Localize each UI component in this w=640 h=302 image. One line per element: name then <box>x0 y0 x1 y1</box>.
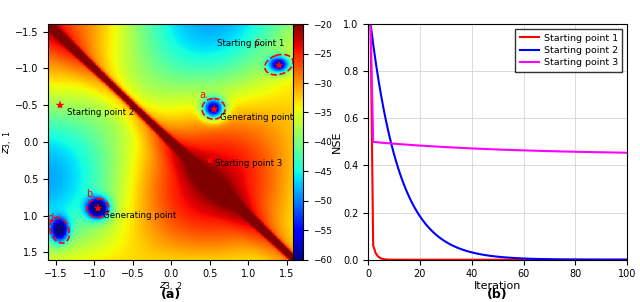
Line: Starting point 2: Starting point 2 <box>371 24 627 260</box>
Text: d.: d. <box>48 214 57 223</box>
Starting point 1 <box>499 258 507 262</box>
Text: Starting point 2: Starting point 2 <box>67 108 134 117</box>
Text: b.: b. <box>86 189 96 199</box>
Starting point 2 <box>603 258 611 262</box>
Text: c.: c. <box>254 37 263 47</box>
Starting point 1 <box>416 258 424 262</box>
Text: Generating point: Generating point <box>220 113 293 122</box>
Starting point 1 <box>623 258 631 262</box>
Starting point 3 <box>603 151 611 154</box>
Starting point 1 <box>426 258 434 262</box>
Text: (b): (b) <box>487 288 508 301</box>
Starting point 2 <box>416 214 424 218</box>
Y-axis label: NSE: NSE <box>332 131 342 153</box>
Starting point 1 <box>611 258 618 262</box>
Text: Generating point: Generating point <box>104 211 177 220</box>
Line: Starting point 1: Starting point 1 <box>371 24 627 260</box>
X-axis label: Iteration: Iteration <box>474 281 522 291</box>
Starting point 3 <box>520 149 527 152</box>
Y-axis label: $z_{3,\ 1}$: $z_{3,\ 1}$ <box>2 130 15 154</box>
Starting point 1 <box>520 258 527 262</box>
Starting point 1 <box>603 258 611 262</box>
Text: (a): (a) <box>161 288 181 301</box>
Starting point 3 <box>367 22 374 26</box>
Text: a.: a. <box>200 90 209 100</box>
Starting point 2 <box>611 258 618 262</box>
Starting point 2 <box>520 257 527 260</box>
Text: Starting point 1: Starting point 1 <box>218 39 285 48</box>
Starting point 2 <box>367 22 374 26</box>
Starting point 2 <box>623 258 631 262</box>
X-axis label: $z_{3,\ 2}$: $z_{3,\ 2}$ <box>159 281 183 294</box>
Starting point 2 <box>426 227 434 231</box>
Starting point 3 <box>623 151 631 155</box>
Starting point 3 <box>611 151 618 154</box>
Legend: Starting point 1, Starting point 2, Starting point 3: Starting point 1, Starting point 2, Star… <box>515 29 623 72</box>
Line: Starting point 3: Starting point 3 <box>371 24 627 153</box>
Starting point 2 <box>499 255 507 259</box>
Starting point 3 <box>499 148 507 152</box>
Starting point 3 <box>416 144 424 147</box>
Starting point 1 <box>367 22 374 26</box>
Text: Starting point 3: Starting point 3 <box>215 159 282 168</box>
Starting point 3 <box>426 144 434 148</box>
